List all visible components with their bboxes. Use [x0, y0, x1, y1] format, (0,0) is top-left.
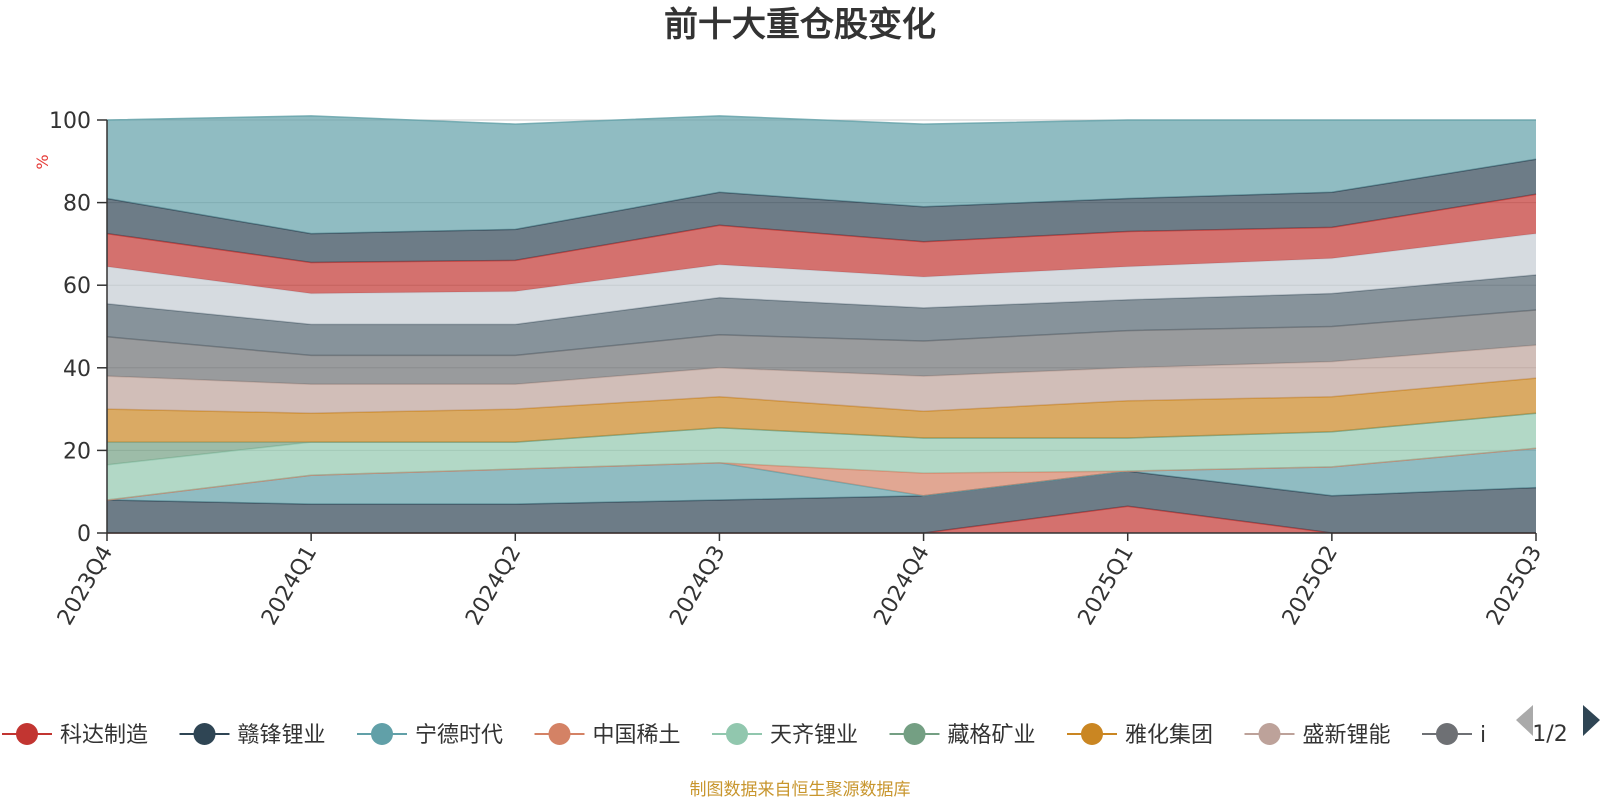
x-tick-label: 2024Q1	[257, 542, 322, 630]
area-band	[107, 471, 1536, 533]
legend-marker	[1436, 723, 1458, 745]
x-tick-label: 2023Q4	[53, 542, 118, 630]
legend-marker	[371, 723, 393, 745]
legend-marker	[193, 723, 216, 745]
x-tick-label: 2025Q1	[1074, 542, 1139, 630]
y-tick-label: 80	[63, 192, 91, 217]
area-edge-line	[106, 115, 1536, 125]
legend-marker	[548, 723, 571, 745]
legend-item[interactable]: 科达制造	[2, 723, 148, 748]
chart-title: 前十大重仓股变化	[664, 5, 936, 45]
y-axis-ticks: 0 20 40 60 80 100	[49, 109, 107, 547]
legend-marker	[903, 723, 926, 745]
legend-item[interactable]: 藏格矿业	[889, 723, 1036, 748]
x-tick-label: 2025Q2	[1278, 542, 1343, 630]
legend-item[interactable]: 中国稀土	[534, 723, 681, 748]
legend-label: 藏格矿业	[948, 723, 1036, 748]
area-band	[107, 194, 1536, 294]
x-tick-label: 2024Q2	[461, 542, 526, 630]
legend-prev-icon[interactable]	[1516, 705, 1533, 736]
legend-marker	[1258, 723, 1281, 745]
legend-item[interactable]: 雅化集团	[1067, 723, 1213, 748]
area-band	[107, 345, 1536, 414]
legend-next-icon[interactable]	[1583, 705, 1600, 736]
area-band	[107, 115, 1536, 234]
legend-label-cut: i	[1480, 723, 1486, 748]
legend-label: 赣锋锂业	[238, 723, 326, 748]
legend-item[interactable]: 盛新锂能	[1244, 723, 1391, 748]
legend-item[interactable]: 宁德时代	[357, 723, 503, 748]
legend-marker	[16, 723, 38, 745]
y-tick-label: 0	[77, 522, 91, 547]
y-axis-unit: %	[33, 154, 52, 169]
legend-marker	[1081, 723, 1103, 745]
area-band	[107, 274, 1536, 356]
area-band	[107, 413, 1536, 500]
legend-label: 宁德时代	[415, 723, 503, 748]
y-tick-label: 60	[63, 274, 91, 299]
x-tick-label: 2025Q3	[1482, 542, 1547, 630]
legend-pager: 1/2	[1516, 705, 1600, 747]
axes	[106, 120, 1536, 534]
legend-label: 雅化集团	[1125, 723, 1213, 748]
legend: 科达制造 赣锋锂业 宁德时代 中国稀土 天齐锂业 藏格矿业 雅化集团 盛新锂能 i	[2, 723, 1486, 748]
area-band	[107, 448, 1536, 500]
legend-label: 天齐锂业	[770, 723, 858, 748]
legend-marker	[726, 723, 748, 745]
area-band	[107, 159, 1536, 263]
legend-item[interactable]: i	[1422, 723, 1486, 748]
x-tick-label: 2024Q4	[869, 542, 934, 630]
x-tick-label: 2024Q3	[665, 542, 730, 630]
legend-page-indicator: 1/2	[1532, 722, 1567, 747]
y-tick-label: 20	[63, 439, 91, 464]
legend-label: 盛新锂能	[1303, 723, 1391, 748]
data-source-note: 制图数据来自恒生聚源数据库	[690, 780, 911, 800]
area-band	[107, 310, 1536, 385]
legend-label: 中国稀土	[593, 723, 681, 748]
x-axis-ticks: 2023Q4 2024Q1 2024Q2 2024Q3 2024Q4 2025Q1 2025…	[53, 533, 1547, 630]
legend-item[interactable]: 赣锋锂业	[179, 723, 326, 748]
legend-label: 科达制造	[60, 723, 148, 748]
area-band	[107, 448, 1536, 505]
legend-item[interactable]: 天齐锂业	[712, 723, 858, 748]
y-tick-label: 100	[49, 109, 91, 134]
area-series	[106, 115, 1537, 534]
area-band	[107, 378, 1536, 443]
area-band	[107, 233, 1536, 325]
y-tick-label: 40	[63, 357, 91, 382]
